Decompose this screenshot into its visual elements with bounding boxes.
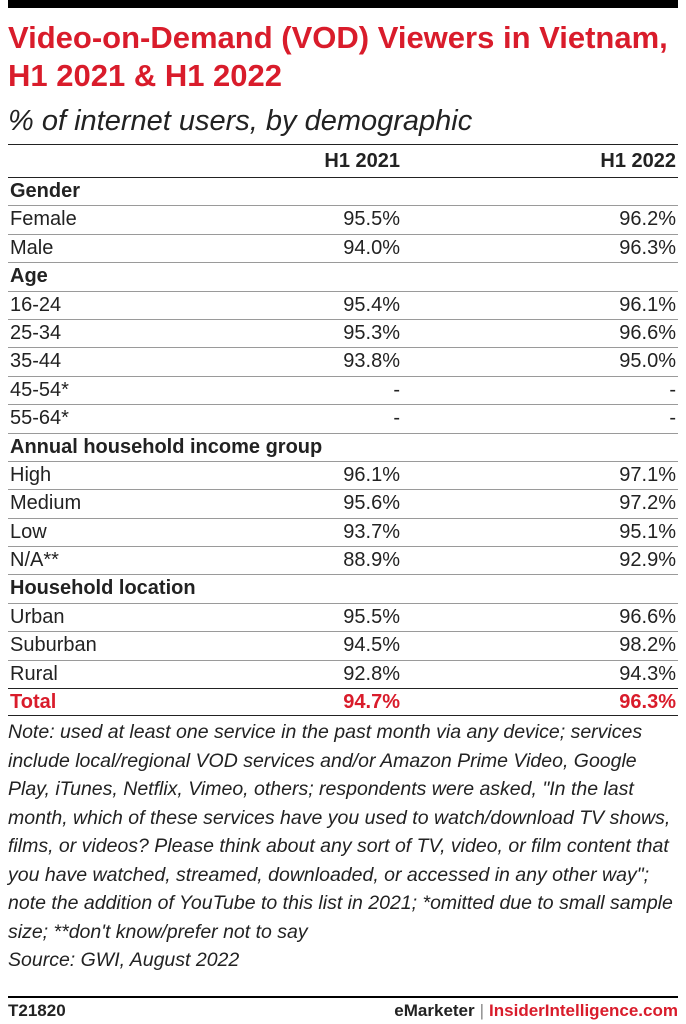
group-header-row: Age: [8, 262, 678, 290]
value-h1-2022: 95.0%: [619, 350, 676, 373]
row-label: Male: [10, 236, 54, 259]
row-label: Medium: [10, 492, 82, 515]
table-row: Female 95.5% 96.2%: [8, 205, 678, 233]
row-label: Low: [10, 520, 47, 543]
data-table: Gender Female 95.5% 96.2% Male 94.0% 96.3% Age 1…: [8, 177, 678, 717]
value-h1-2022: 98.2%: [619, 634, 676, 657]
row-label: Female: [10, 208, 77, 231]
note-text: Note: used at least one service in the p…: [8, 721, 673, 943]
group-label: Age: [10, 265, 48, 288]
table-row: 55-64* - -: [8, 404, 678, 432]
chart-title: Video-on-Demand (VOD) Viewers in Vietnam…: [8, 20, 668, 93]
brand-insiderintelligence: InsiderIntelligence.com: [489, 1001, 678, 1020]
value-h1-2021: 95.5%: [343, 208, 400, 231]
value-h1-2022: 96.3%: [619, 236, 676, 259]
row-label: Suburban: [10, 634, 97, 657]
row-label: 35-44: [10, 350, 62, 373]
value-h1-2021: 88.9%: [343, 549, 400, 572]
row-label: 16-24: [10, 293, 62, 316]
row-label: Rural: [10, 662, 58, 685]
value-h1-2021: -: [393, 407, 400, 430]
value-h1-2022: 96.3%: [619, 691, 676, 714]
row-label: High: [10, 463, 52, 486]
value-h1-2021: 95.6%: [343, 492, 400, 515]
top-rule: [8, 0, 678, 8]
table-row: 35-44 93.8% 95.0%: [8, 347, 678, 375]
row-label: Total: [10, 691, 57, 714]
value-h1-2021: 94.5%: [343, 634, 400, 657]
brand-emarketer: eMarketer: [394, 1001, 475, 1020]
value-h1-2022: 96.1%: [619, 293, 676, 316]
value-h1-2022: -: [669, 378, 676, 401]
table-row: 45-54* - -: [8, 375, 678, 404]
chart-subtitle: % of internet users, by demographic: [8, 105, 473, 137]
footnote: Note: used at least one service in the p…: [8, 718, 678, 975]
value-h1-2021: 96.1%: [343, 463, 400, 486]
value-h1-2021: -: [393, 378, 400, 401]
row-label: N/A**: [10, 549, 59, 572]
table-row: Rural 92.8% 94.3%: [8, 659, 678, 688]
group-header-row: Gender: [8, 177, 678, 205]
value-h1-2021: 92.8%: [343, 662, 400, 685]
table-row: Urban 95.5% 96.6%: [8, 602, 678, 631]
column-header-h1-2022: H1 2022: [600, 150, 676, 172]
value-h1-2021: 95.4%: [343, 293, 400, 316]
value-h1-2022: 97.2%: [619, 492, 676, 515]
table-row: Low 93.7% 95.1%: [8, 517, 678, 546]
value-h1-2021: 95.3%: [343, 321, 400, 344]
table-row: N/A** 88.9% 92.9%: [8, 546, 678, 574]
group-label: Gender: [10, 180, 81, 202]
brand-footer: eMarketer | InsiderIntelligence.com: [394, 1000, 678, 1022]
row-label: 45-54*: [10, 378, 69, 401]
table-row: 25-34 95.3% 96.6%: [8, 318, 678, 347]
row-label: Urban: [10, 605, 65, 628]
group-header-row: Annual household income group: [8, 432, 678, 461]
value-h1-2021: 93.7%: [343, 520, 400, 543]
row-label: 25-34: [10, 321, 62, 344]
value-h1-2022: 94.3%: [619, 662, 676, 685]
brand-separator: |: [479, 1001, 485, 1020]
chart-id: T21820: [8, 1001, 66, 1020]
table-row: 16-24 95.4% 96.1%: [8, 290, 678, 319]
table-row: Medium 95.6% 97.2%: [8, 489, 678, 517]
value-h1-2022: 92.9%: [619, 549, 676, 572]
value-h1-2021: 93.8%: [343, 350, 400, 373]
value-h1-2022: 96.6%: [619, 605, 676, 628]
total-row: Total 94.7% 96.3%: [8, 688, 678, 717]
table-row: Suburban 94.5% 98.2%: [8, 631, 678, 659]
value-h1-2022: 97.1%: [619, 463, 676, 486]
group-label: Annual household income group: [10, 435, 323, 458]
table-row: Male 94.0% 96.3%: [8, 233, 678, 262]
column-header-h1-2021: H1 2021: [324, 150, 400, 172]
footer-rule: [8, 996, 678, 998]
value-h1-2022: 95.1%: [619, 520, 676, 543]
value-h1-2021: 94.0%: [343, 236, 400, 259]
table-row: High 96.1% 97.1%: [8, 460, 678, 489]
value-h1-2022: 96.2%: [619, 208, 676, 231]
value-h1-2022: 96.6%: [619, 321, 676, 344]
row-label: 55-64*: [10, 407, 69, 430]
header-rule: [8, 144, 678, 145]
source-text: Source: GWI, August 2022: [8, 949, 240, 971]
group-label: Household location: [10, 577, 196, 600]
value-h1-2022: -: [669, 407, 676, 430]
value-h1-2021: 95.5%: [343, 605, 400, 628]
group-header-row: Household location: [8, 574, 678, 602]
value-h1-2021: 94.7%: [343, 691, 400, 714]
